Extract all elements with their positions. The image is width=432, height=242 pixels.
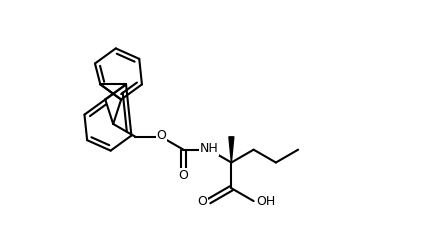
- Text: OH: OH: [257, 195, 276, 208]
- Text: O: O: [156, 129, 166, 142]
- Polygon shape: [229, 137, 234, 163]
- Text: O: O: [197, 195, 207, 208]
- Text: NH: NH: [200, 142, 219, 155]
- Text: O: O: [178, 169, 188, 182]
